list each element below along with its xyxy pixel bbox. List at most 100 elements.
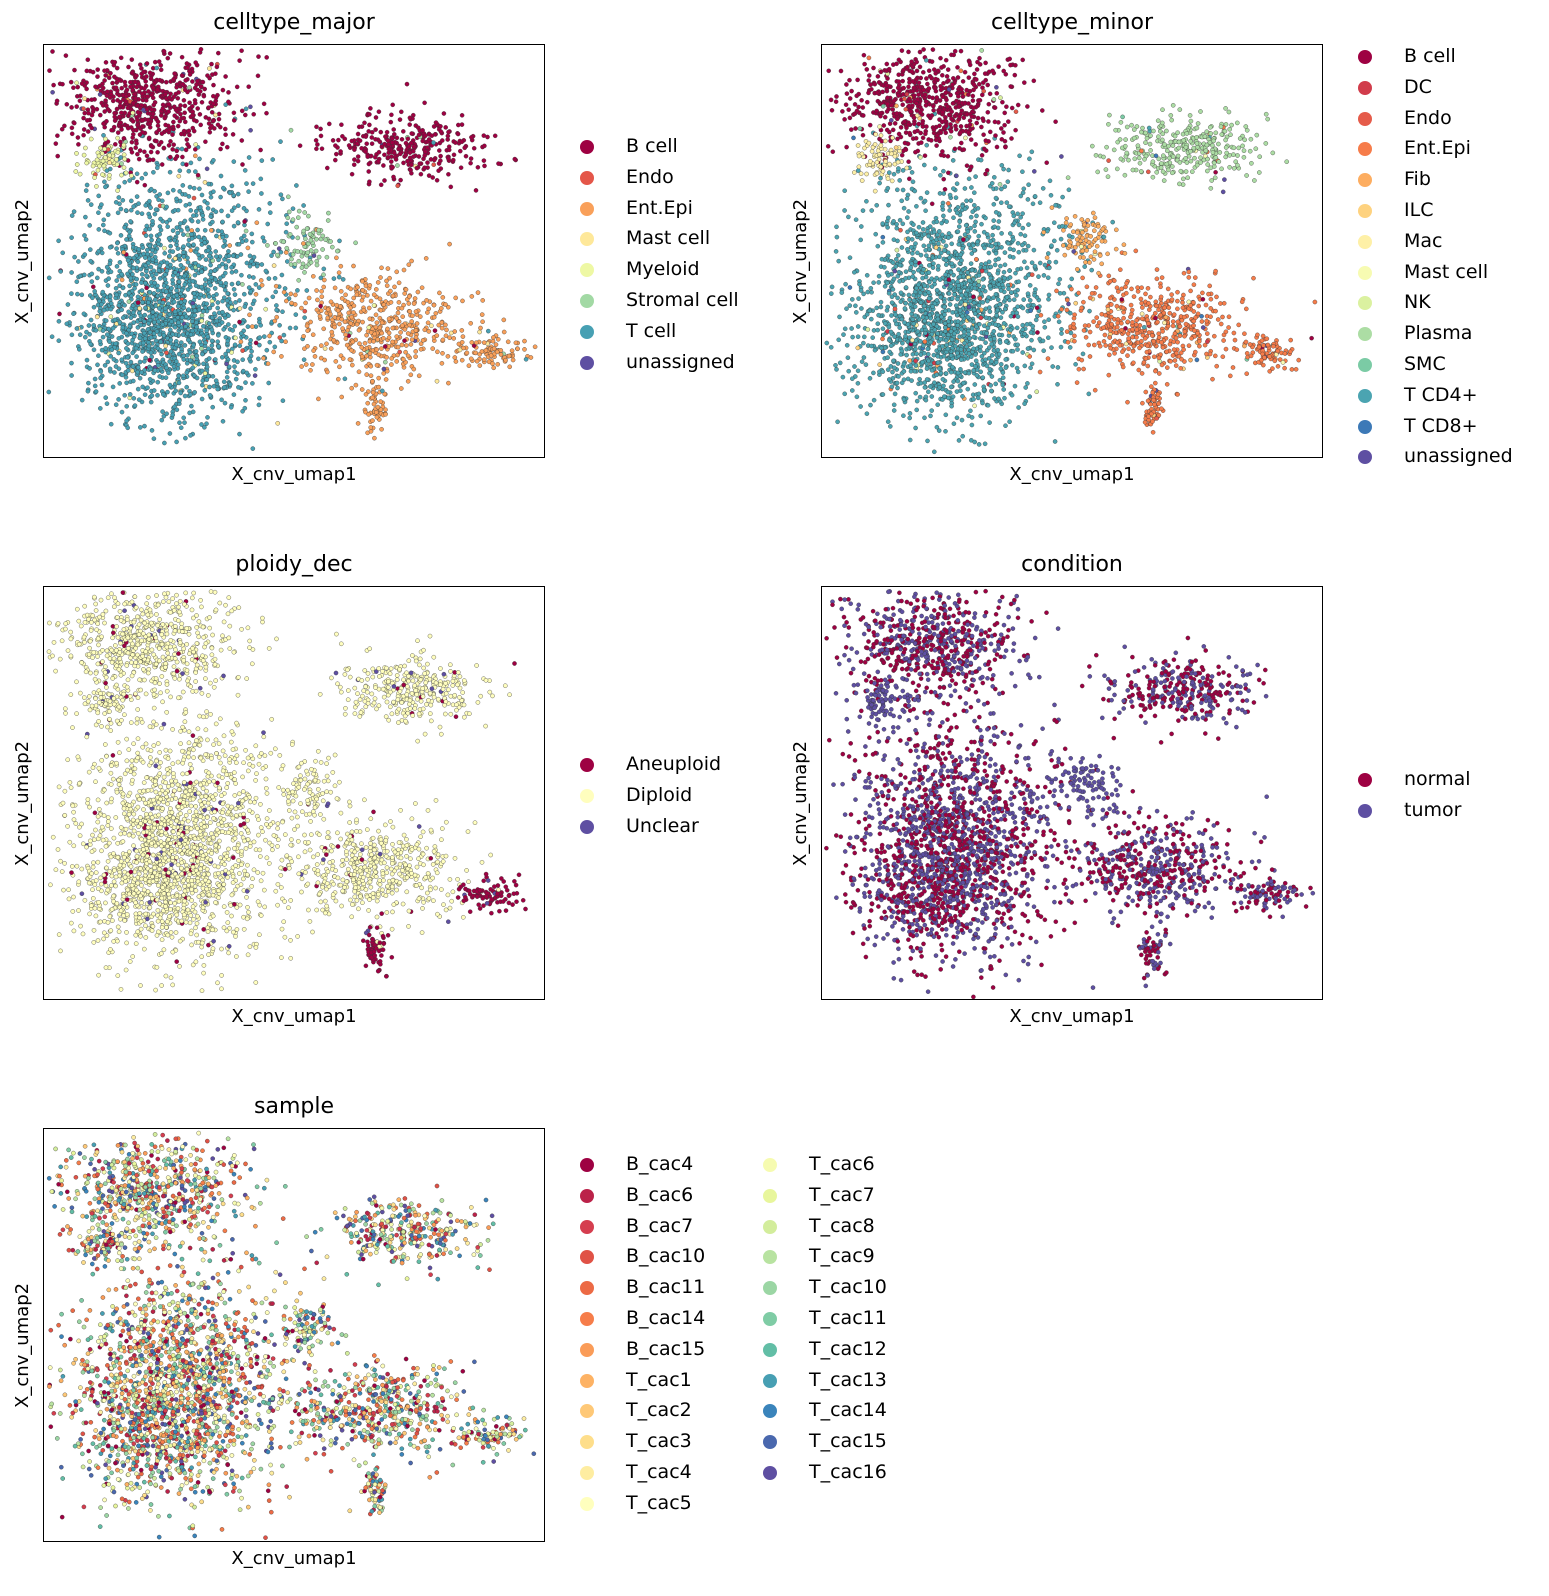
scatter-point <box>847 255 853 260</box>
scatter-point <box>158 292 164 298</box>
scatter-point <box>182 420 187 425</box>
scatter-point <box>83 334 88 340</box>
scatter-point <box>190 278 196 284</box>
scatter-point <box>299 364 304 369</box>
scatter-point <box>197 156 202 162</box>
scatter-point <box>340 134 345 139</box>
scatter-point <box>382 178 387 183</box>
scatter-point <box>165 55 171 61</box>
scatter-point <box>95 362 100 368</box>
scatter-point <box>90 109 96 114</box>
scatter-point <box>150 309 156 315</box>
scatter-point <box>385 326 390 332</box>
scatter-point <box>987 283 993 289</box>
scatter-point <box>384 368 390 374</box>
scatter-point <box>395 310 401 316</box>
scatter-point <box>167 431 173 436</box>
scatter-point <box>906 292 912 298</box>
scatter-point <box>377 296 383 302</box>
scatter-point <box>1089 267 1094 273</box>
scatter-point <box>1015 342 1020 348</box>
scatter-point <box>959 417 965 423</box>
scatter-point <box>206 346 211 351</box>
scatter-point <box>1046 335 1051 340</box>
scatter-point <box>913 390 918 396</box>
scatter-point <box>199 368 205 374</box>
scatter-point <box>333 143 338 148</box>
scatter-point <box>187 106 192 112</box>
scatter-point <box>968 198 974 203</box>
scatter-point <box>982 350 987 356</box>
scatter-point <box>406 301 412 306</box>
scatter-point <box>142 423 147 429</box>
scatter-point <box>114 292 119 298</box>
scatter-point <box>73 169 79 174</box>
scatter-point <box>250 381 255 386</box>
scatter-point <box>257 395 262 401</box>
scatter-point <box>913 425 918 431</box>
scatter-point <box>100 151 105 156</box>
scatter-point <box>397 151 403 157</box>
scatter-point <box>188 392 193 397</box>
scatter-point <box>90 295 95 301</box>
scatter-point <box>900 221 906 227</box>
scatter-point <box>160 322 166 327</box>
scatter-point <box>125 125 131 131</box>
scatter-point <box>56 338 62 343</box>
scatter-point <box>248 128 253 133</box>
scatter-point <box>377 325 382 331</box>
scatter-point <box>523 357 529 362</box>
scatter-point <box>246 189 251 194</box>
scatter-point <box>121 136 127 141</box>
scatter-point <box>471 146 477 151</box>
scatter-point <box>991 348 997 353</box>
scatter-point <box>237 306 243 311</box>
scatter-point <box>204 308 210 314</box>
scatter-point <box>1045 275 1051 280</box>
scatter-point <box>50 49 55 54</box>
scatter-point <box>175 207 181 213</box>
scatter-point <box>261 355 266 361</box>
scatter-point <box>367 122 372 128</box>
scatter-point <box>999 186 1004 192</box>
scatter-point <box>325 165 330 171</box>
scatter-point <box>979 354 985 359</box>
scatter-point <box>528 355 534 360</box>
scatter-point <box>979 268 985 274</box>
scatter-point <box>125 368 131 373</box>
scatter-svg <box>46 47 538 451</box>
scatter-point <box>165 190 171 196</box>
scatter-point <box>279 338 284 344</box>
scatter-point <box>922 385 928 390</box>
scatter-point <box>266 380 271 386</box>
scatter-point <box>255 73 261 79</box>
scatter-point <box>69 125 75 131</box>
scatter-point <box>126 309 131 315</box>
scatter-point <box>259 262 265 267</box>
scatter-point <box>335 248 340 254</box>
scatter-point <box>998 288 1004 293</box>
scatter-point <box>220 261 225 267</box>
scatter-point <box>923 248 928 253</box>
scatter-point <box>380 388 385 394</box>
scatter-point <box>990 232 995 238</box>
scatter-point <box>203 340 208 346</box>
scatter-point <box>191 304 196 310</box>
scatter-point <box>941 383 946 389</box>
scatter-point <box>111 357 117 362</box>
scatter-point <box>191 128 197 134</box>
scatter-point <box>220 235 226 240</box>
scatter-point <box>223 281 229 286</box>
scatter-point <box>987 420 992 425</box>
scatter-point <box>303 264 309 270</box>
scatter-point <box>223 132 228 137</box>
scatter-point <box>399 305 405 311</box>
scatter-point <box>860 208 866 213</box>
scatter-point <box>109 301 114 306</box>
scatter-point <box>131 204 136 209</box>
scatter-point <box>143 233 149 238</box>
scatter-point <box>84 329 89 335</box>
legend-marker <box>580 201 594 216</box>
scatter-point <box>223 270 228 276</box>
scatter-point <box>123 375 129 380</box>
